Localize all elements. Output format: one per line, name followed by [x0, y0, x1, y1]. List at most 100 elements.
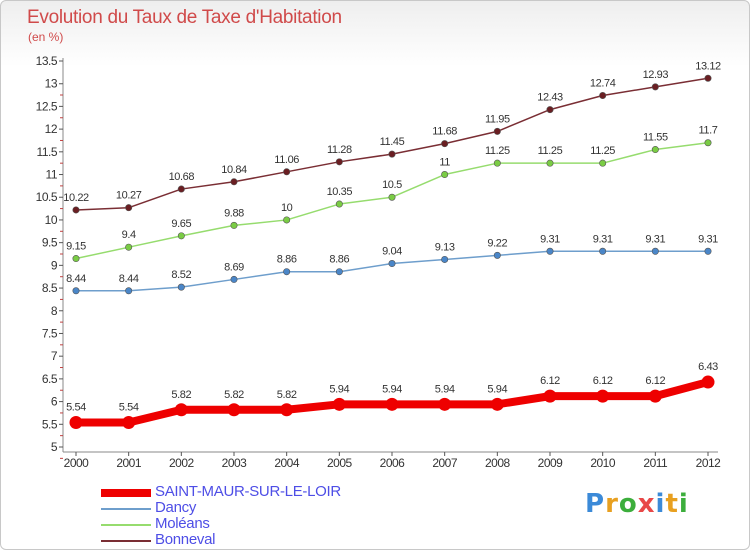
series-1-point	[388, 260, 396, 268]
series-2-point	[599, 159, 607, 167]
y-tick-label: 11.5	[37, 145, 58, 159]
series-1-data-label: 8.44	[66, 273, 86, 285]
series-1-point	[125, 287, 133, 295]
series-1-data-label: 9.04	[382, 246, 402, 258]
series-3-data-label: 10.68	[169, 171, 195, 183]
series-1-data-label: 9.22	[487, 237, 507, 249]
y-tick-label: 8	[51, 304, 58, 318]
y-tick-label: 8.5	[42, 281, 58, 295]
proxiti-logo: Proxiti	[585, 489, 689, 519]
series-0-data-label: 5.54	[119, 401, 139, 413]
chart-unit-label: (en %)	[28, 30, 64, 44]
series-0-data-label: 6.43	[698, 361, 718, 373]
series-2-point	[546, 159, 554, 167]
legend-label: Bonneval	[155, 531, 216, 548]
series-0-data-label: 6.12	[593, 375, 613, 387]
series-1-data-label: 8.52	[171, 269, 191, 281]
series-3-data-label: 12.93	[643, 69, 669, 81]
x-tick-label: 2009	[538, 456, 564, 470]
series-3-point	[651, 83, 659, 91]
series-1-point	[230, 275, 238, 283]
series-1-point	[283, 268, 291, 276]
legend-label: Dancy	[155, 499, 197, 516]
legend-swatch	[101, 524, 151, 526]
series-1-data-label: 9.13	[435, 241, 455, 253]
series-0-point	[122, 415, 136, 429]
series-1-point	[493, 251, 501, 259]
series-0-data-label: 5.82	[224, 389, 244, 401]
x-tick-label: 2012	[696, 456, 722, 470]
x-tick-label: 2005	[327, 456, 353, 470]
series-0-point	[227, 403, 241, 417]
x-tick-label: 2011	[643, 456, 668, 470]
series-1-point	[546, 247, 554, 255]
series-1-data-label: 9.31	[540, 233, 560, 245]
y-tick-label: 7	[51, 349, 58, 363]
series-2-point	[125, 243, 133, 251]
series-3-data-label: 12.74	[590, 78, 616, 90]
series-3-data-label: 11.45	[380, 136, 405, 148]
series-1-point	[651, 247, 659, 255]
series-1-point	[335, 268, 343, 276]
series-1-data-label: 8.69	[224, 261, 244, 273]
series-2-data-label: 11.25	[538, 145, 563, 157]
logo-letter: o	[618, 489, 638, 519]
series-0-data-label: 5.82	[171, 389, 191, 401]
series-2-data-label: 9.4	[122, 229, 136, 241]
series-3-data-label: 11.68	[432, 126, 457, 138]
series-3-data-label: 10.22	[63, 192, 89, 204]
logo-letter: r	[605, 489, 619, 519]
logo-letter: x	[637, 489, 656, 519]
y-tick-label: 7.5	[42, 326, 58, 340]
series-1-data-label: 9.31	[593, 233, 613, 245]
series-0-point	[332, 397, 346, 411]
series-1-data-label: 9.31	[698, 233, 718, 245]
series-2-point	[441, 171, 449, 179]
x-tick-label: 2008	[485, 456, 511, 470]
series-3-data-label: 10.27	[116, 190, 142, 202]
series-3-point	[599, 92, 607, 100]
x-tick-label: 2004	[274, 456, 300, 470]
series-1-point	[704, 247, 712, 255]
series-0-point	[543, 389, 557, 403]
series-3-point	[177, 185, 185, 193]
series-2-data-label: 11	[439, 157, 450, 169]
series-0-data-label: 5.94	[435, 383, 455, 395]
series-2-point	[335, 200, 343, 208]
series-1-data-label: 8.44	[119, 273, 139, 285]
series-2-point	[651, 146, 659, 154]
logo-letter: t	[665, 489, 679, 519]
series-2-point	[177, 232, 185, 240]
series-0-data-label: 5.82	[277, 389, 297, 401]
y-tick-label: 10	[45, 213, 58, 227]
x-tick-label: 2001	[116, 456, 142, 470]
series-0-data-label: 5.94	[487, 383, 507, 395]
series-2-point	[388, 193, 396, 201]
series-0-point	[280, 403, 294, 417]
series-1-point	[72, 287, 80, 295]
x-tick-label: 2007	[432, 456, 458, 470]
y-tick-label: 5	[51, 440, 58, 454]
y-tick-label: 6	[51, 395, 58, 409]
legend-label: SAINT-MAUR-SUR-LE-LOIR	[155, 483, 341, 500]
series-3-point	[283, 168, 291, 176]
series-2-point	[283, 216, 291, 224]
series-0-data-label: 5.94	[382, 383, 402, 395]
series-3-data-label: 13.12	[695, 60, 721, 72]
series-2-point	[704, 139, 712, 147]
series-0-point	[648, 389, 662, 403]
y-tick-label: 9	[51, 258, 58, 272]
x-tick-label: 2002	[169, 456, 195, 470]
y-tick-label: 12	[45, 122, 58, 136]
series-0-point	[69, 415, 83, 429]
y-tick-label: 5.5	[42, 417, 58, 431]
series-2-point	[230, 221, 238, 229]
y-tick-label: 9.5	[42, 236, 58, 250]
series-1-data-label: 8.86	[277, 254, 297, 266]
series-2-data-label: 11.55	[643, 132, 668, 144]
series-0-data-label: 5.94	[329, 383, 349, 395]
series-3-point	[388, 150, 396, 158]
series-3-point	[72, 206, 80, 214]
series-0-point	[385, 397, 399, 411]
